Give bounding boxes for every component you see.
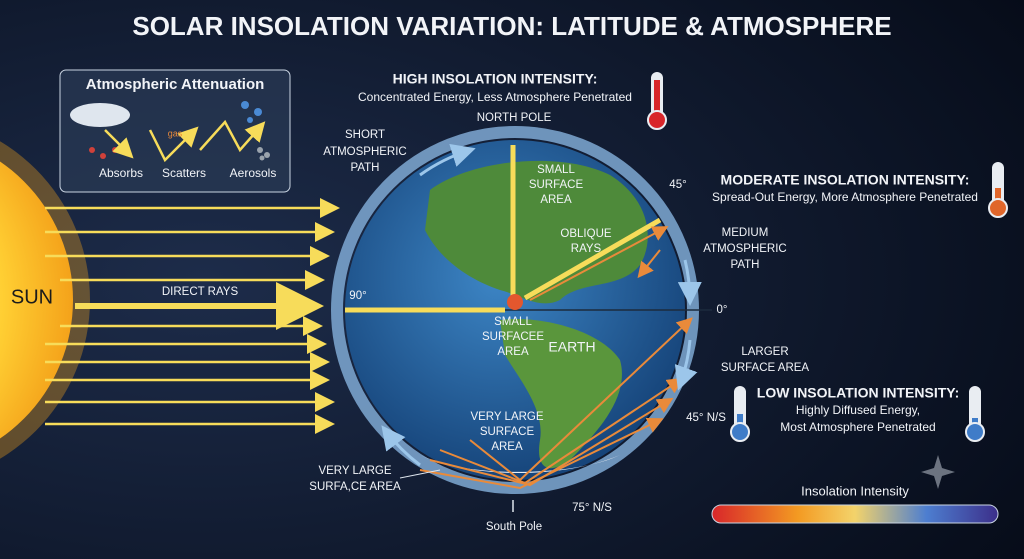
ring-arrow <box>419 143 476 177</box>
medium-path: PATH <box>731 259 760 271</box>
aerosol-icon <box>257 147 270 161</box>
very-large-area: VERY LARGE <box>470 411 543 423</box>
panel-text: Concentrated Energy, Less Atmosphere Pen… <box>358 90 632 104</box>
panel-text: Spread-Out Energy, More Atmosphere Penet… <box>712 190 978 204</box>
larger-area: LARGER <box>741 346 788 358</box>
panel-text: Highly Diffused Energy, <box>796 403 920 417</box>
sun-rays <box>45 198 340 434</box>
panel-heading: MODERATE INSOLATION INTENSITY: <box>721 172 970 188</box>
sun <box>0 161 73 439</box>
thermometer-low <box>730 386 750 442</box>
thermometer-high <box>647 72 667 130</box>
angle-45-ns: 45° N/S <box>686 412 726 424</box>
multi-labels: SHORT ATMOSPHERIC PATH MEDIUM ATMOSPHERI… <box>309 129 809 493</box>
attenuation-arrows <box>104 119 266 163</box>
thermometer-low <box>965 386 985 442</box>
oblique-rays: OBLIQUE <box>560 228 611 240</box>
small-area-top: AREA <box>540 194 572 206</box>
sun-label: SUN <box>11 286 53 308</box>
north-pole: NORTH POLE <box>477 112 552 124</box>
small-area-top: SMALL <box>537 164 575 176</box>
angle-75-ns: 75° N/S <box>572 502 612 514</box>
very-large-area-left: VERY LARGE <box>318 465 391 477</box>
angle-90: 90° <box>349 290 366 302</box>
ice <box>420 455 620 474</box>
small-area-center: SURFACEE <box>482 331 544 343</box>
impact <box>507 294 523 310</box>
larger-area: SURFACE AREA <box>721 362 810 374</box>
title: SOLAR INSOLATION VARIATION: LATITUDE & A… <box>132 11 891 41</box>
short-path: SHORT <box>345 129 385 141</box>
earth-label: EARTH <box>548 339 595 355</box>
south-pole: South Pole <box>486 521 542 533</box>
angle-45: 45° <box>669 179 686 191</box>
oblique-rays: RAYS <box>571 243 602 255</box>
attenuation-box <box>59 69 291 193</box>
pointer <box>399 469 441 479</box>
very-large-area-left: SURFA,CE AREA <box>309 481 401 493</box>
ring-arrow <box>381 425 421 467</box>
very-large-area: AREA <box>491 441 523 453</box>
small-area-center: AREA <box>497 346 529 358</box>
attenuation-item: Scatters <box>162 166 206 180</box>
thermometer-moderate <box>988 162 1008 218</box>
attenuation-item: Aerosols <box>230 166 277 180</box>
diffuse-rays <box>419 226 693 490</box>
continent-south <box>500 319 622 469</box>
angle-0: 0° <box>717 304 728 316</box>
panel-text: Most Atmosphere Penetrated <box>780 420 935 434</box>
attenuation-title: Atmospheric Attenuation <box>86 76 265 93</box>
medium-path: MEDIUM <box>722 227 769 239</box>
ring-arrow <box>674 339 698 391</box>
small-area-top: SURFACE <box>529 179 584 191</box>
legend-bar <box>711 504 999 524</box>
legend-title: Insolation Intensity <box>801 483 909 498</box>
cloud-icon <box>70 103 130 127</box>
gas-label: gas <box>168 128 183 138</box>
small-area-center: SMALL <box>494 316 532 328</box>
ring-arrow <box>677 259 702 306</box>
panel-heading: HIGH INSOLATION INTENSITY: <box>393 71 598 87</box>
sparkle <box>921 455 955 489</box>
medium-path: ATMOSPHERIC <box>703 243 787 255</box>
very-large-area: SURFACE <box>480 426 535 438</box>
attenuation-item: Absorbs <box>99 166 143 180</box>
oblique-ray <box>523 217 662 301</box>
panel-heading: LOW INSOLATION INTENSITY: <box>757 385 959 401</box>
direct-rays-label: DIRECT RAYS <box>162 286 239 298</box>
short-path: PATH <box>351 162 380 174</box>
short-path: ATMOSPHERIC <box>323 146 407 158</box>
